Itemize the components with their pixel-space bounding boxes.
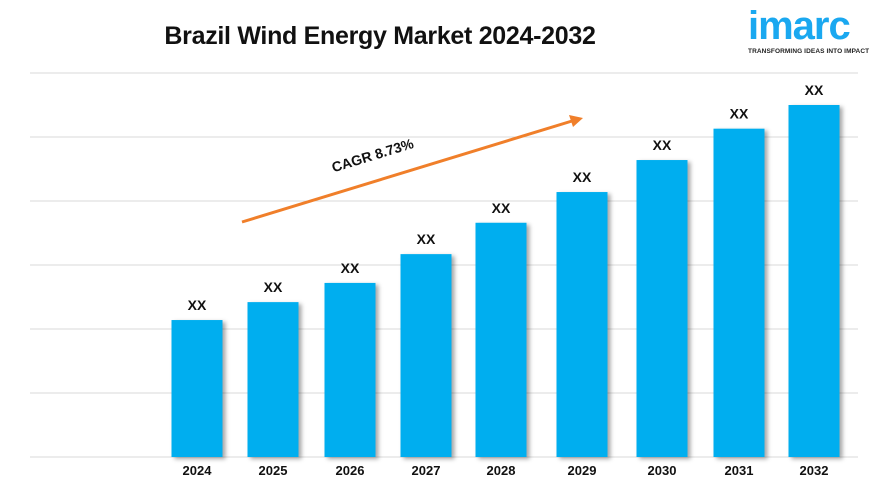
bar-2032 [788, 105, 840, 457]
x-tick-label: 2028 [487, 463, 516, 478]
cagr-label: CAGR 8.73% [330, 135, 416, 175]
cagr-arrow [241, 119, 573, 224]
data-label: XX [417, 231, 436, 247]
logo-word: imarc [748, 4, 851, 48]
data-label: XX [264, 279, 283, 295]
chart-title: Brazil Wind Energy Market 2024-2032 [164, 22, 596, 50]
data-label: XX [573, 169, 592, 185]
bar-2024 [171, 320, 223, 457]
bar-2028 [475, 222, 527, 457]
bar-2030 [636, 160, 688, 458]
x-tick-label: 2029 [568, 463, 597, 478]
imarc-logo: imarc TRANSFORMING IDEAS INTO IMPACT [748, 4, 874, 55]
bar-2031 [713, 128, 765, 457]
x-tick-label: 2027 [412, 463, 441, 478]
arrow-head-icon [569, 115, 583, 127]
bar-2026 [324, 282, 376, 457]
x-tick-label: 2030 [648, 463, 677, 478]
x-tick-label: 2025 [259, 463, 288, 478]
x-tick-label: 2024 [183, 463, 213, 478]
x-tick-label: 2026 [336, 463, 365, 478]
data-label: XX [730, 106, 749, 122]
data-label: XX [805, 82, 824, 98]
logo-tagline: TRANSFORMING IDEAS INTO IMPACT [748, 48, 870, 55]
bar-2027 [400, 254, 452, 457]
x-tick-label: 2031 [725, 463, 754, 478]
data-label: XX [492, 200, 511, 216]
data-label: XX [653, 137, 672, 153]
data-label: XX [188, 297, 207, 313]
bar-2029 [556, 192, 608, 458]
x-tick-label: 2032 [800, 463, 829, 478]
bar-2025 [247, 302, 299, 457]
data-label: XX [341, 260, 360, 276]
